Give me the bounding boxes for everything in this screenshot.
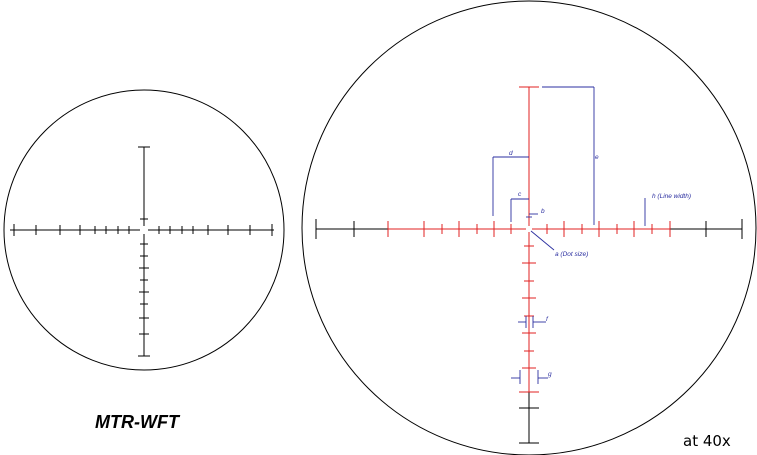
label-a: a (Dot size) bbox=[555, 251, 588, 258]
large-reticle-center-crosshair bbox=[387, 86, 671, 393]
large-reticle-outer-arms bbox=[315, 219, 743, 444]
label-d: d bbox=[509, 150, 513, 157]
reticle-name: MTR-WFT bbox=[95, 412, 179, 432]
dimension-lines bbox=[492, 86, 646, 384]
label-e: e bbox=[595, 154, 599, 161]
label-c: c bbox=[518, 191, 522, 198]
small-reticle-crosshair bbox=[10, 146, 274, 357]
label-f: f bbox=[546, 316, 549, 323]
small-reticle bbox=[3, 89, 285, 371]
label-b: b bbox=[541, 208, 545, 215]
label-h: h (Line width) bbox=[652, 193, 691, 200]
small-reticle-circle bbox=[3, 89, 285, 371]
dimension-labels: e d c b h (Line width) a (Dot size) f g bbox=[509, 150, 691, 378]
label-g: g bbox=[548, 371, 552, 378]
magnification-label: at 40x bbox=[683, 432, 731, 450]
large-reticle: e d c b h (Line width) a (Dot size) f g bbox=[301, 0, 757, 455]
large-reticle-circle bbox=[301, 0, 757, 455]
